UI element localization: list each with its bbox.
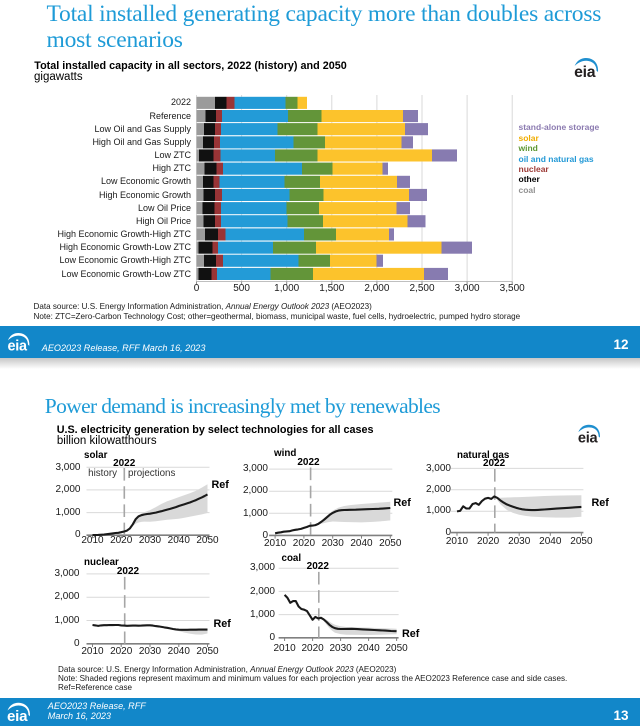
svg-text:eia: eia <box>7 708 28 725</box>
svg-text:eia: eia <box>574 64 596 81</box>
svg-text:eia: eia <box>7 339 28 355</box>
svg-text:eia: eia <box>578 431 599 447</box>
